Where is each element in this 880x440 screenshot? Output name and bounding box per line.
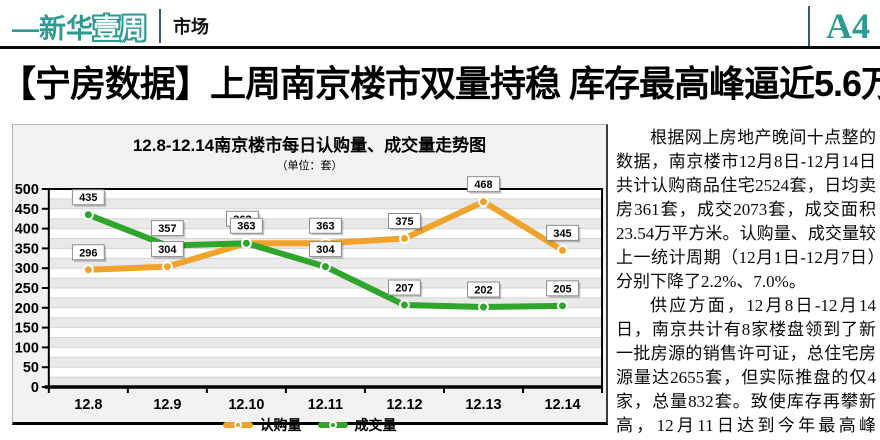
page-number: A4 (826, 6, 870, 46)
svg-text:300: 300 (15, 261, 39, 277)
masthead: —新华壹周 市场 (12, 6, 209, 46)
legend-item-subscriptions: 认购量 (222, 415, 302, 435)
svg-text:207: 207 (395, 283, 413, 295)
article-column: 根据网上房地产晚间十点整的数据，南京楼市12月8日-12月14日共计认购商品住宅… (616, 126, 876, 440)
svg-text:12.9: 12.9 (153, 397, 181, 413)
svg-text:150: 150 (15, 321, 39, 337)
svg-text:250: 250 (15, 281, 39, 297)
svg-text:12.10: 12.10 (228, 397, 264, 413)
svg-text:435: 435 (79, 192, 97, 204)
svg-text:12.8: 12.8 (74, 397, 102, 413)
svg-text:12.13: 12.13 (465, 397, 501, 413)
chart-title: 12.8-12.14南京楼市每日认购量、成交量走势图 (132, 136, 487, 155)
logo-text-solid: 新华 (39, 13, 93, 44)
svg-text:100: 100 (15, 340, 39, 356)
svg-text:0: 0 (31, 380, 39, 396)
legend-item-transactions: 成交量 (317, 415, 397, 435)
svg-text:304: 304 (316, 244, 335, 256)
logo: —新华壹周 (12, 7, 147, 46)
svg-text:12.11: 12.11 (308, 397, 343, 413)
svg-text:468: 468 (474, 179, 492, 191)
svg-text:375: 375 (395, 216, 413, 228)
svg-text:12.14: 12.14 (544, 397, 580, 413)
legend-line-marker (222, 421, 253, 429)
article-paragraph: 根据网上房地产晚间十点整的数据，南京楼市12月8日-12月14日共计认购商品住宅… (616, 128, 876, 291)
svg-text:200: 200 (15, 301, 39, 317)
chart-canvas: 0 50 100 150 200 250 300 350 400 450 500 12.8 12.9 12… (15, 176, 604, 413)
legend-line-marker (317, 421, 348, 429)
svg-text:304: 304 (158, 244, 177, 256)
logo-dash: — (12, 13, 39, 44)
header-divider (159, 9, 161, 43)
chart-legend: 认购量 成交量 (13, 415, 606, 435)
svg-text:205: 205 (553, 283, 571, 295)
page-number-divider (808, 6, 810, 46)
svg-text:296: 296 (79, 247, 97, 259)
legend-dot-marker (328, 421, 337, 429)
logo-text-outline: 壹周 (93, 13, 147, 44)
legend-label: 成交量 (354, 417, 397, 433)
svg-text:350: 350 (15, 241, 39, 257)
svg-text:500: 500 (15, 182, 39, 198)
svg-text:357: 357 (158, 223, 176, 235)
legend-label: 认购量 (259, 417, 302, 433)
svg-text:12.12: 12.12 (386, 397, 422, 413)
svg-text:363: 363 (316, 221, 334, 233)
header-rule (0, 46, 880, 49)
headline: 【宁房数据】上周南京楼市双量持稳 库存最高峰逼近5.6万 (0, 63, 880, 104)
svg-text:202: 202 (474, 284, 492, 296)
svg-text:50: 50 (23, 360, 39, 376)
article-paragraph: 供应方面，12月8日-12月14日，南京共计有8家楼盘领到了新一批房源的销售许可… (616, 296, 876, 435)
chart-subtitle: （单位：套） (276, 160, 343, 172)
svg-text:363: 363 (237, 221, 255, 233)
svg-text:400: 400 (15, 222, 39, 238)
svg-text:345: 345 (553, 228, 571, 240)
svg-text:450: 450 (15, 202, 39, 218)
section-label: 市场 (173, 17, 209, 37)
page-number-block: A4 (808, 4, 870, 48)
legend-dot-marker (233, 421, 242, 429)
chart-figure: 12.8-12.14南京楼市每日认购量、成交量走势图 （单位：套） 0 50 100… (12, 124, 608, 433)
